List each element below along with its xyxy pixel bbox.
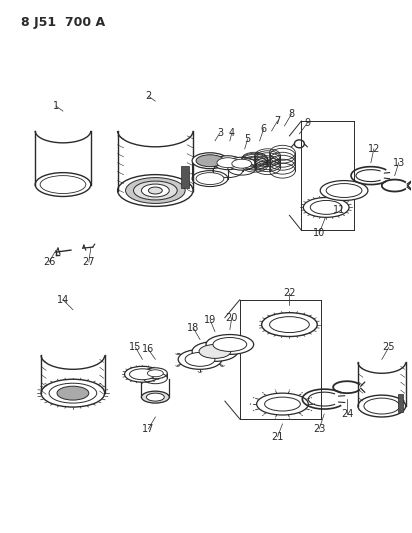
Ellipse shape (358, 395, 406, 417)
Bar (181, 166, 189, 188)
Ellipse shape (124, 366, 160, 382)
Ellipse shape (228, 157, 256, 170)
Text: 10: 10 (313, 228, 325, 238)
Ellipse shape (257, 393, 308, 415)
Ellipse shape (217, 158, 239, 168)
Ellipse shape (326, 183, 362, 197)
Text: 1: 1 (53, 101, 59, 111)
Ellipse shape (129, 369, 155, 379)
Ellipse shape (41, 379, 105, 407)
Text: 19: 19 (204, 314, 216, 325)
Ellipse shape (196, 173, 224, 184)
Ellipse shape (143, 368, 167, 379)
Ellipse shape (232, 159, 252, 168)
Ellipse shape (206, 335, 254, 354)
Text: 11: 11 (333, 205, 345, 215)
Ellipse shape (141, 184, 169, 197)
Ellipse shape (192, 153, 228, 168)
Ellipse shape (310, 200, 342, 214)
Text: 8 J51  700 A: 8 J51 700 A (21, 15, 105, 29)
Text: 24: 24 (341, 409, 353, 419)
Ellipse shape (269, 317, 309, 333)
Ellipse shape (117, 175, 193, 206)
Text: 2: 2 (145, 91, 152, 101)
Text: 6: 6 (260, 124, 267, 134)
Text: 15: 15 (129, 342, 142, 352)
Text: 14: 14 (57, 295, 69, 305)
Text: 18: 18 (187, 322, 199, 333)
Ellipse shape (303, 197, 349, 217)
Text: 7: 7 (274, 116, 281, 126)
Text: 21: 21 (272, 432, 284, 442)
Text: 4: 4 (229, 128, 235, 138)
Ellipse shape (141, 391, 169, 403)
Ellipse shape (320, 181, 368, 200)
Ellipse shape (196, 155, 224, 167)
Ellipse shape (147, 370, 163, 377)
Text: 17: 17 (142, 424, 154, 434)
Text: 9: 9 (304, 118, 310, 128)
Ellipse shape (213, 337, 247, 351)
Ellipse shape (199, 344, 231, 358)
Text: 13: 13 (393, 158, 405, 168)
Text: 26: 26 (43, 257, 55, 267)
Ellipse shape (133, 181, 177, 200)
Ellipse shape (213, 156, 243, 169)
Text: 8: 8 (288, 109, 295, 119)
Bar (398, 394, 403, 412)
Ellipse shape (148, 187, 162, 194)
Ellipse shape (178, 350, 222, 369)
Text: 23: 23 (313, 424, 325, 434)
Text: 22: 22 (283, 288, 296, 298)
Ellipse shape (262, 313, 317, 336)
Ellipse shape (49, 383, 97, 403)
Ellipse shape (265, 397, 300, 411)
Ellipse shape (146, 393, 164, 401)
Text: 27: 27 (82, 257, 95, 267)
Ellipse shape (126, 177, 185, 204)
Ellipse shape (57, 386, 89, 400)
Text: 25: 25 (382, 342, 395, 352)
Text: 12: 12 (368, 144, 380, 154)
Text: 3: 3 (217, 128, 223, 138)
Ellipse shape (185, 352, 215, 366)
Text: 20: 20 (226, 313, 238, 322)
Text: 5: 5 (245, 134, 251, 144)
Ellipse shape (192, 342, 238, 361)
Text: 16: 16 (142, 344, 154, 354)
